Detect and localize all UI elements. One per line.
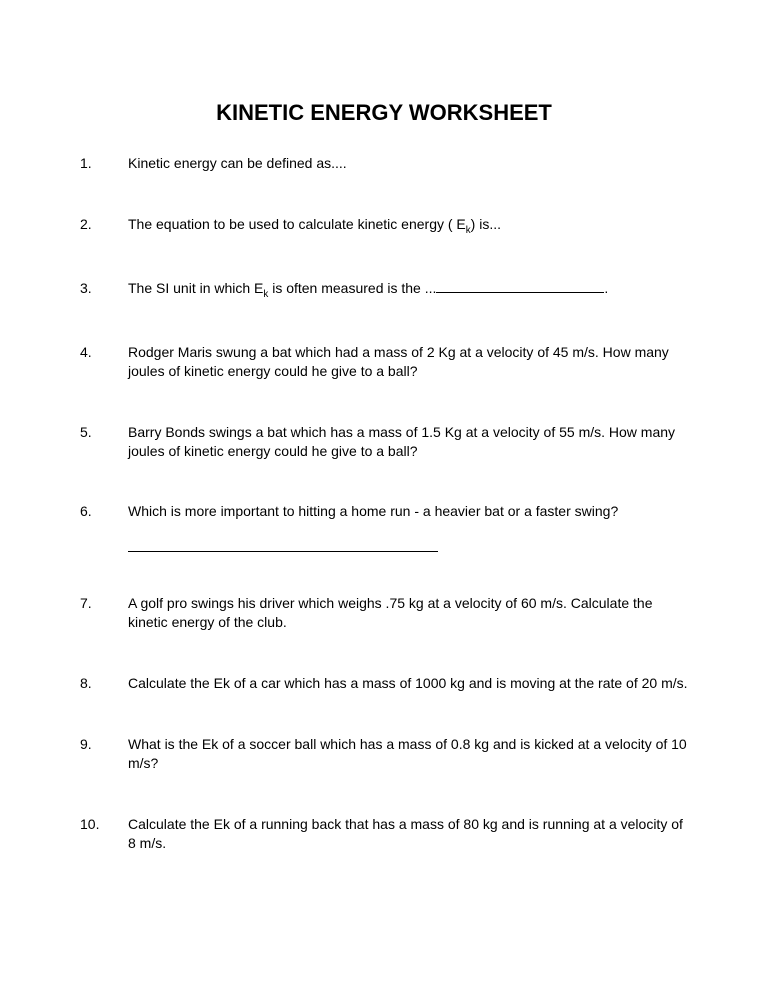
- question-number: 4.: [80, 343, 128, 381]
- question-text: The SI unit in which Ek is often measure…: [128, 279, 688, 301]
- question-number: 6.: [80, 502, 128, 552]
- question-number: 8.: [80, 674, 128, 693]
- question-text: Calculate the Ek of a car which has a ma…: [128, 674, 688, 693]
- question-text: Calculate the Ek of a running back that …: [128, 815, 688, 853]
- subscript: k: [263, 289, 268, 300]
- question-text: The equation to be used to calculate kin…: [128, 215, 688, 237]
- fill-in-blank: [436, 292, 604, 293]
- question-number: 9.: [80, 735, 128, 773]
- question-item: 2.The equation to be used to calculate k…: [80, 215, 688, 237]
- question-number: 5.: [80, 423, 128, 461]
- question-item: 9.What is the Ek of a soccer ball which …: [80, 735, 688, 773]
- question-item: 1.Kinetic energy can be defined as....: [80, 154, 688, 173]
- question-number: 2.: [80, 215, 128, 237]
- question-text: Rodger Maris swung a bat which had a mas…: [128, 343, 688, 381]
- question-text: Kinetic energy can be defined as....: [128, 154, 688, 173]
- question-number: 3.: [80, 279, 128, 301]
- question-item: 5.Barry Bonds swings a bat which has a m…: [80, 423, 688, 461]
- question-text: Which is more important to hitting a hom…: [128, 502, 688, 552]
- question-number: 10.: [80, 815, 128, 853]
- question-text: What is the Ek of a soccer ball which ha…: [128, 735, 688, 773]
- question-item: 7.A golf pro swings his driver which wei…: [80, 594, 688, 632]
- question-number: 7.: [80, 594, 128, 632]
- question-text: Barry Bonds swings a bat which has a mas…: [128, 423, 688, 461]
- question-item: 6.Which is more important to hitting a h…: [80, 502, 688, 552]
- question-item: 8.Calculate the Ek of a car which has a …: [80, 674, 688, 693]
- question-item: 3.The SI unit in which Ek is often measu…: [80, 279, 688, 301]
- answer-line: [128, 551, 438, 552]
- question-item: 4.Rodger Maris swung a bat which had a m…: [80, 343, 688, 381]
- question-number: 1.: [80, 154, 128, 173]
- question-item: 10.Calculate the Ek of a running back th…: [80, 815, 688, 853]
- question-text: A golf pro swings his driver which weigh…: [128, 594, 688, 632]
- subscript: k: [466, 225, 471, 236]
- question-list: 1.Kinetic energy can be defined as.... 2.…: [80, 154, 688, 853]
- worksheet-title: KINETIC ENERGY WORKSHEET: [80, 100, 688, 126]
